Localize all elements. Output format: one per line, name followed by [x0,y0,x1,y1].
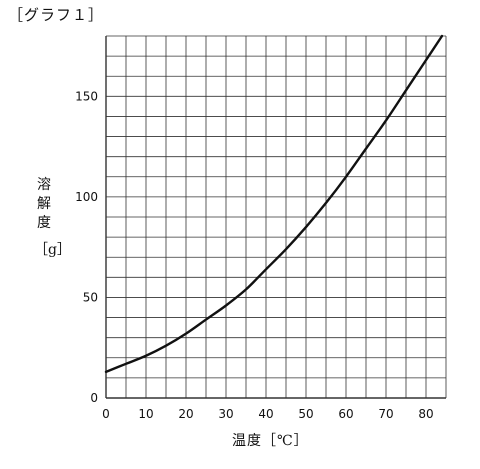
y-axis-label: 溶解度 ［g］ [34,176,71,260]
x-tick-label: 80 [418,407,433,421]
y-axis-label-char-1: 解 [37,196,51,212]
y-tick-label: 100 [75,190,98,204]
x-tick-label: 70 [378,407,393,421]
series-group [104,34,444,374]
x-tick-label: 0 [102,407,110,421]
y-tick-label: 150 [75,89,98,103]
x-tick-label: 20 [178,407,193,421]
x-tick-label: 30 [218,407,233,421]
y-tick-label: 0 [90,391,98,405]
y-axis-label-char-0: 溶 [37,177,51,193]
chart-title: ［グラフ１］ [8,6,105,24]
x-tick-label: 60 [338,407,353,421]
x-tick-label: 10 [138,407,153,421]
x-tick-labels: 0 10 20 30 40 50 60 70 80 [102,407,433,421]
x-tick-label: 40 [258,407,273,421]
solubility-curve-0 [104,34,444,374]
x-axis-label: 温度［℃］ [232,433,309,449]
y-axis-label-char-2: 度 [37,215,51,231]
y-tick-labels: 0 50 100 150 [75,89,98,405]
x-tick-label: 50 [298,407,313,421]
y-tick-label: 50 [83,290,98,304]
grid-lines [105,35,447,399]
y-axis-label-text: 溶解度 [34,176,54,233]
